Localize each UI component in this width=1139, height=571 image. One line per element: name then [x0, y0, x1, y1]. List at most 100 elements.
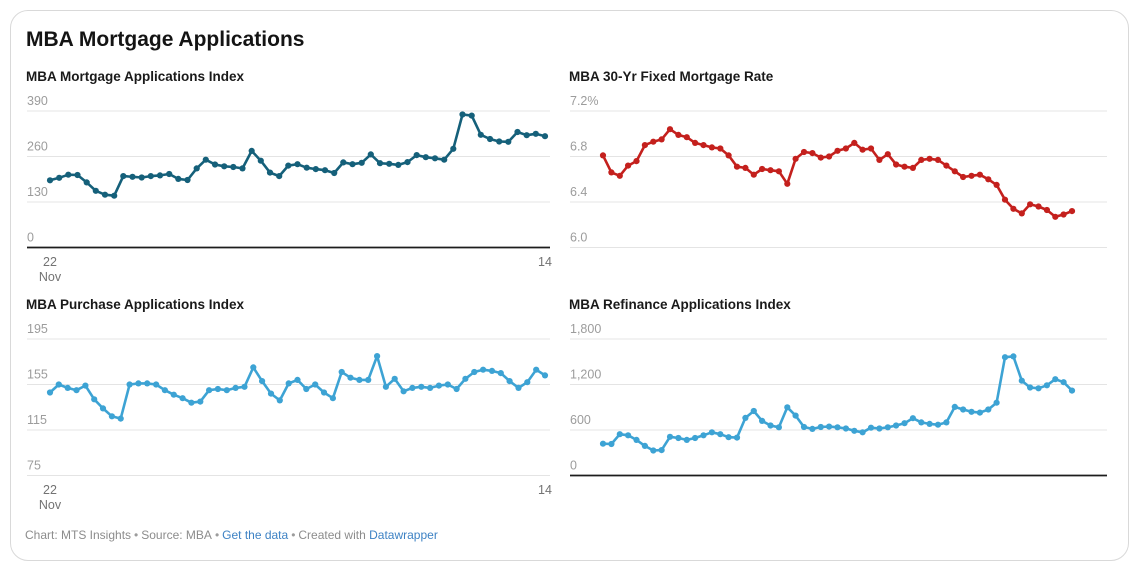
data-point — [742, 164, 749, 171]
data-point — [418, 383, 425, 390]
data-point — [259, 378, 266, 385]
data-point — [650, 138, 657, 145]
data-point — [625, 162, 632, 169]
data-point — [733, 163, 741, 170]
data-point — [1068, 387, 1076, 394]
data-point — [985, 176, 992, 183]
x-tick-label: 14 — [538, 483, 552, 497]
data-point — [976, 409, 983, 416]
data-point — [750, 171, 757, 178]
data-point — [166, 170, 173, 178]
data-point — [170, 391, 177, 398]
data-point — [901, 420, 908, 427]
y-tick-label: 0 — [570, 459, 577, 473]
data-point — [294, 161, 301, 168]
data-point — [867, 424, 875, 431]
data-point — [46, 389, 54, 396]
data-point — [633, 436, 640, 443]
data-point — [800, 148, 808, 156]
data-point — [976, 171, 983, 178]
data-point — [514, 128, 521, 136]
data-point — [532, 130, 539, 137]
x-tick-label: 22 — [43, 255, 57, 269]
data-point — [1035, 203, 1042, 210]
data-point — [725, 434, 732, 441]
data-point — [834, 424, 841, 431]
data-point — [968, 408, 975, 415]
data-point — [1027, 201, 1034, 208]
data-line — [601, 127, 1074, 219]
data-point — [884, 151, 891, 158]
data-point — [934, 421, 942, 428]
data-point — [83, 179, 90, 186]
data-point — [331, 169, 338, 177]
data-point — [960, 406, 967, 413]
data-point — [117, 415, 124, 422]
created-with-text: Created with — [298, 528, 366, 542]
data-point — [468, 112, 475, 119]
data-point — [867, 145, 875, 152]
data-point — [884, 424, 891, 431]
data-point — [365, 376, 372, 383]
chart-credit-text: Chart: MTS Insights — [25, 528, 132, 542]
data-point — [135, 380, 142, 387]
data-point — [893, 161, 900, 168]
data-point — [683, 134, 690, 141]
data-point — [859, 146, 866, 153]
data-point — [153, 381, 160, 388]
data-point — [356, 376, 363, 383]
data-point — [239, 165, 246, 172]
data-point — [367, 151, 374, 158]
x-tick-sublabel: Nov — [39, 270, 62, 284]
data-point — [101, 191, 109, 198]
chart-title: MBA 30-Yr Fixed Mortgage Rate — [569, 69, 774, 84]
data-point — [826, 423, 833, 430]
data-point — [74, 171, 81, 179]
chart-section-purchase-index: MBA Purchase Applications Index 195 155 11… — [25, 296, 568, 514]
data-point — [211, 161, 219, 168]
data-point — [409, 384, 416, 391]
data-point — [459, 111, 466, 118]
get-the-data-link[interactable]: Get the data — [222, 528, 289, 542]
data-point — [1068, 208, 1076, 215]
y-tick-label: 7.2% — [570, 94, 599, 108]
data-point — [193, 165, 200, 172]
data-point — [951, 168, 958, 175]
data-point — [312, 381, 319, 388]
data-point — [692, 139, 699, 146]
data-point — [444, 381, 451, 388]
data-point — [312, 166, 319, 173]
chart-card: MBA Mortgage Applications MBA Mortgage A… — [10, 10, 1129, 561]
data-point — [497, 370, 504, 377]
data-point — [214, 385, 221, 393]
data-point — [851, 139, 858, 146]
data-point — [232, 384, 239, 391]
data-point — [404, 159, 411, 166]
data-point — [427, 384, 434, 391]
data-point — [515, 384, 522, 391]
separator-dot: • — [134, 528, 139, 542]
data-point — [303, 164, 310, 171]
data-point — [692, 434, 699, 442]
data-point — [775, 168, 782, 175]
data-point — [800, 423, 808, 431]
data-point — [197, 398, 204, 405]
datawrapper-link[interactable]: Datawrapper — [369, 528, 438, 542]
data-point — [1035, 385, 1042, 392]
data-point — [666, 126, 674, 133]
data-point — [926, 420, 933, 427]
data-point — [1018, 377, 1025, 384]
chart-title: MBA Purchase Applications Index — [26, 297, 245, 312]
data-point — [129, 173, 136, 180]
data-point — [382, 383, 389, 390]
data-point — [943, 162, 950, 169]
data-point — [658, 447, 665, 454]
data-point — [876, 156, 883, 163]
data-point — [784, 404, 791, 411]
chart-section-refinance-index: MBA Refinance Applications Index 1,800 1,… — [568, 296, 1125, 514]
data-point — [625, 432, 632, 439]
data-point — [138, 174, 145, 181]
data-point — [422, 154, 429, 161]
x-tick-sublabel: Nov — [39, 498, 62, 512]
